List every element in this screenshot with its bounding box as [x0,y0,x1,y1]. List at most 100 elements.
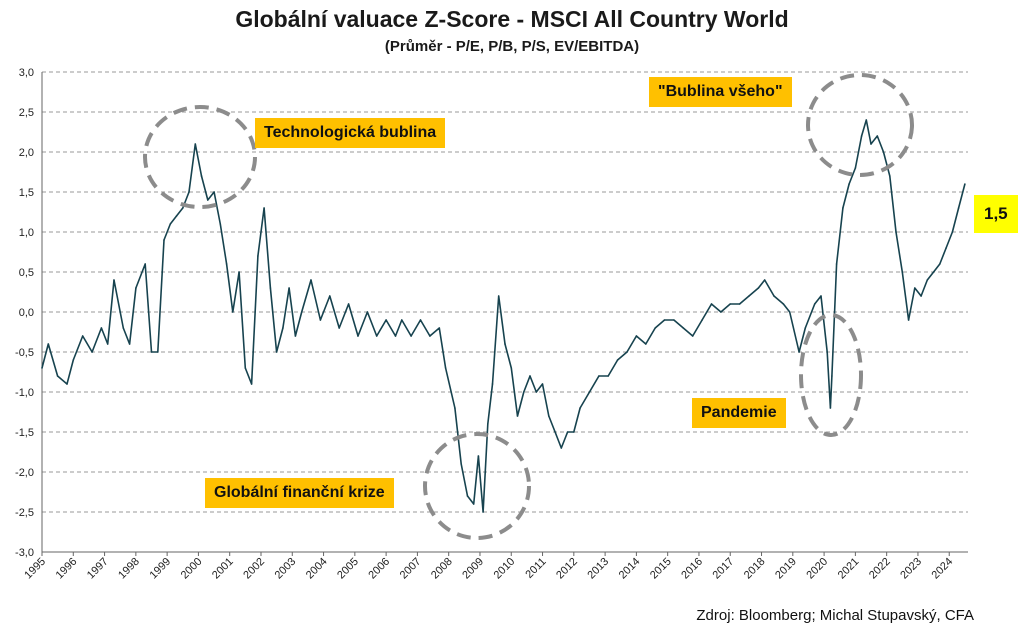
data-point [895,231,897,233]
data-point [357,335,359,337]
source-note: Zdroj: Bloomberg; Michal Stupavský, CFA [696,607,974,624]
data-point [607,375,609,377]
data-point [957,207,960,209]
data-point [282,327,284,329]
y-tick-label: 1,0 [19,227,34,239]
data-point [535,391,538,393]
data-point [375,335,378,337]
data-point [820,295,822,297]
y-tick-label: -2,0 [15,467,34,479]
x-tick-label: 2006 [366,556,392,582]
x-tick-label: 2004 [304,556,330,582]
data-point [81,335,84,337]
x-tick-label: 2008 [429,556,455,582]
data-point [573,431,575,433]
x-tick-label: 2002 [241,556,267,582]
data-point [504,343,506,345]
data-point [444,367,447,369]
data-point [682,327,685,329]
data-point [460,463,463,465]
data-point [788,311,791,313]
data-point [773,295,775,297]
data-point [182,207,184,209]
y-tick-label: 1,5 [19,187,34,199]
data-point [56,375,59,377]
data-point [128,343,131,345]
data-point [560,447,563,449]
data-point [491,383,494,385]
y-tick-label: -1,5 [15,427,34,439]
x-tick-label: 2022 [867,556,893,582]
x-tick-label: 2009 [460,556,486,582]
data-point [782,303,785,305]
data-point [635,335,638,337]
data-point [907,319,910,321]
data-point [710,303,713,305]
y-tick-label: 3,0 [19,67,34,79]
data-point [901,271,904,273]
data-point [429,335,431,337]
data-point [438,327,441,329]
annotation-financial-crisis: Globální finanční krize [205,478,394,508]
x-tick-label: 2005 [335,556,361,582]
data-point [487,423,489,425]
y-tick-label: 0,5 [19,267,34,279]
data-point [663,319,666,321]
y-tick-label: 2,5 [19,107,34,119]
data-point [510,367,513,369]
data-point [579,407,581,409]
highlight-circle [423,432,531,540]
data-point [257,255,259,257]
data-point [213,191,215,193]
data-point [207,199,209,201]
data-point [122,327,125,329]
x-tick-label: 2012 [554,556,580,582]
data-point [748,295,750,297]
data-point [616,359,619,361]
data-point [347,303,350,305]
data-point [882,151,885,153]
annotation-pandemic: Pandemie [692,398,786,428]
y-tick-label: 2,0 [19,147,34,159]
data-point [945,247,947,249]
x-tick-label: 2018 [742,556,768,582]
data-point [319,319,322,321]
data-point [100,327,103,329]
highlight-circle [143,105,257,209]
data-point [394,335,397,337]
x-tick-label: 2023 [898,556,924,582]
data-point [835,263,838,265]
data-point [269,287,272,289]
data-point [914,287,916,289]
data-point [169,223,172,225]
y-tick-label: -0,5 [15,347,34,359]
y-tick-label: -3,0 [15,547,34,559]
data-point [366,311,369,313]
data-point [250,383,253,385]
x-tick-label: 2014 [617,556,643,582]
annotation-tech-bubble: Technologická bublina [255,118,446,148]
data-point [926,279,929,281]
series-line [41,119,966,513]
data-point [263,207,265,209]
highlight-circle [806,73,914,177]
data-point [300,311,303,313]
data-point [194,143,197,145]
data-point [870,143,872,145]
data-point [523,391,525,393]
highlight-circle [799,313,863,437]
data-point [865,119,868,121]
data-point [964,183,966,185]
data-point [41,367,43,369]
x-tick-label: 1997 [85,556,111,582]
x-tick-label: 1998 [116,556,142,582]
data-point [482,511,484,513]
data-point [106,343,109,345]
data-point [798,351,800,353]
y-tick-label: -2,5 [15,507,34,519]
data-point [598,375,600,377]
data-point [288,287,290,289]
data-point [763,279,766,281]
data-point [729,303,731,305]
x-tick-label: 2013 [585,556,611,582]
